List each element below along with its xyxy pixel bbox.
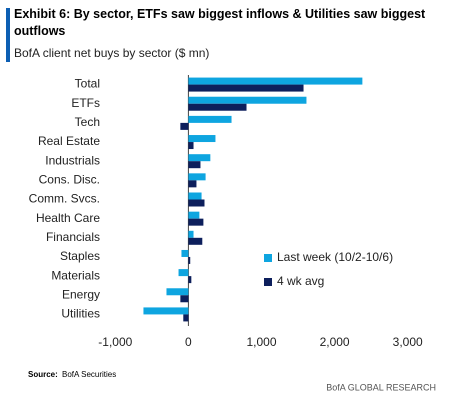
bar bbox=[188, 115, 232, 123]
bar bbox=[188, 96, 307, 104]
y-tick-label: Tech bbox=[75, 115, 100, 129]
bar bbox=[181, 249, 189, 257]
bar bbox=[188, 180, 197, 188]
bar bbox=[188, 256, 191, 264]
bar bbox=[188, 218, 204, 226]
bar bbox=[188, 84, 304, 92]
y-tick-label: Utilities bbox=[61, 307, 100, 321]
bar bbox=[188, 161, 201, 169]
y-tick-label: Cons. Disc. bbox=[39, 173, 100, 187]
bar bbox=[183, 314, 189, 322]
x-tick-label: 3,000 bbox=[393, 335, 423, 349]
bar bbox=[188, 211, 200, 219]
y-tick-label: Health Care bbox=[36, 211, 100, 225]
x-tick-label: 1,000 bbox=[246, 335, 276, 349]
chart-title: Exhibit 6: By sector, ETFs saw biggest i… bbox=[14, 7, 426, 38]
y-tick-label: Materials bbox=[51, 268, 100, 282]
bar bbox=[180, 122, 189, 130]
bar bbox=[143, 307, 189, 315]
legend-swatch bbox=[264, 278, 272, 286]
y-tick-label: Energy bbox=[62, 287, 100, 301]
bar bbox=[188, 199, 205, 207]
bar bbox=[166, 288, 189, 296]
legend-swatch bbox=[264, 254, 272, 262]
x-tick-label: -1,000 bbox=[98, 335, 132, 349]
y-tick-label: Total bbox=[75, 77, 100, 91]
y-tick-label: ETFs bbox=[71, 96, 100, 110]
source-label: Source: bbox=[28, 370, 58, 379]
x-tick-label: 2,000 bbox=[320, 335, 350, 349]
bar bbox=[178, 269, 189, 277]
bar bbox=[188, 77, 363, 85]
bar bbox=[188, 135, 216, 143]
footer: BofA GLOBAL RESEARCH bbox=[326, 382, 436, 392]
y-tick-label: Real Estate bbox=[38, 134, 100, 148]
legend-label: Last week (10/2-10/6) bbox=[277, 250, 393, 264]
y-tick-label: Financials bbox=[46, 230, 100, 244]
source: BofA Securities bbox=[62, 370, 116, 379]
bar bbox=[188, 192, 202, 200]
bar bbox=[180, 295, 189, 303]
bar bbox=[188, 103, 247, 111]
y-tick-label: Industrials bbox=[45, 153, 100, 167]
bar bbox=[188, 173, 206, 181]
bar bbox=[188, 230, 194, 238]
bar bbox=[188, 154, 211, 162]
chart-subtitle: BofA client net buys by sector ($ mn) bbox=[14, 46, 209, 60]
title-box: Exhibit 6: By sector, ETFs saw biggest i… bbox=[14, 7, 426, 38]
title-accent bbox=[6, 8, 10, 62]
bar bbox=[188, 276, 192, 284]
y-tick-label: Staples bbox=[60, 249, 100, 263]
legend-label: 4 wk avg bbox=[277, 274, 324, 288]
bar bbox=[188, 237, 203, 245]
y-tick-label: Comm. Svcs. bbox=[29, 192, 100, 206]
bar bbox=[188, 142, 194, 150]
x-tick-label: 0 bbox=[185, 335, 192, 349]
